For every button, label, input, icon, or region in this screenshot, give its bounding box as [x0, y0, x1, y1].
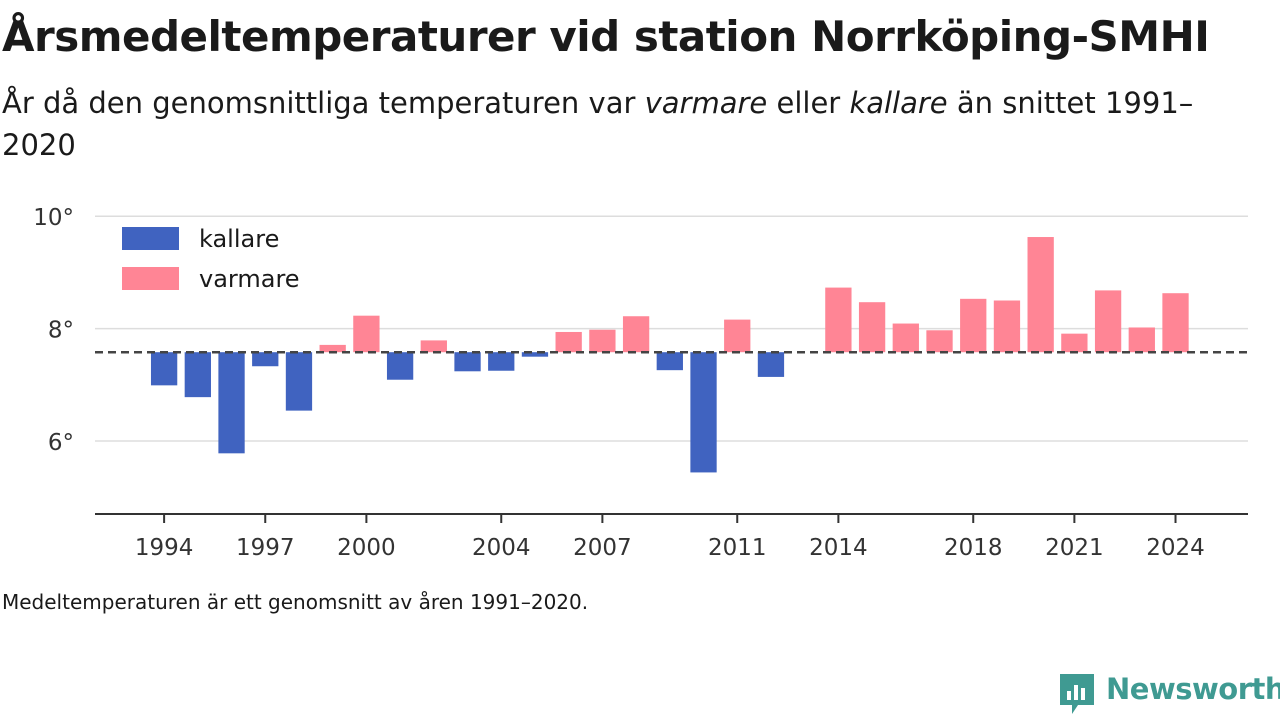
bar-2002	[420, 340, 447, 353]
legend-swatch-varmare	[122, 267, 179, 290]
y-tick-label: 6°	[48, 430, 74, 456]
bar-2008	[622, 316, 650, 353]
bar-1996	[218, 352, 245, 454]
newsworthy-brand-name: Newsworthy	[1106, 672, 1280, 706]
bar-2004	[488, 352, 515, 371]
x-tick-label: 1994	[135, 535, 194, 561]
bar-2024	[1162, 293, 1189, 353]
subtitle-text-2: eller	[767, 86, 850, 120]
x-tick-label: 2014	[809, 535, 868, 561]
x-tick-label: 2011	[708, 535, 767, 561]
bar-2003	[454, 352, 481, 372]
footnote: Medeltemperaturen är ett genomsnitt av å…	[2, 590, 589, 614]
chart-subtitle: År då den genomsnittliga temperaturen va…	[2, 82, 1232, 166]
bar-2018	[960, 298, 987, 353]
bar-2005	[521, 352, 549, 357]
subtitle-text-1: År då den genomsnittliga temperaturen va…	[2, 86, 645, 120]
bar-2012	[757, 352, 785, 377]
bar-1995	[184, 352, 211, 398]
x-tick-label: 1997	[236, 535, 295, 561]
y-tick-label: 10°	[33, 205, 74, 231]
legend-label-kallare: kallare	[199, 225, 279, 253]
newsworthy-brand: Newsworthy	[1058, 672, 1280, 716]
bar-2014	[825, 287, 852, 353]
bar-2001	[386, 352, 414, 380]
bar-2019	[993, 300, 1021, 353]
legend-label-varmare: varmare	[199, 265, 300, 293]
subtitle-cold-word: kallare	[849, 86, 948, 120]
bar-2016	[892, 323, 919, 353]
bar-2022	[1094, 290, 1122, 353]
bar-2006	[555, 331, 582, 353]
newsworthy-logo-icon	[1060, 674, 1094, 714]
x-tick-label: 2021	[1045, 535, 1104, 561]
bar-2020	[1027, 237, 1054, 353]
x-tick-label: 2007	[573, 535, 632, 561]
bar-2009	[656, 352, 683, 371]
subtitle-warm-word: varmare	[644, 86, 768, 120]
bar-2010	[690, 352, 717, 473]
bar-2021	[1061, 333, 1088, 353]
temperature-bar-chart: 6° 8° 10° 1994 1997 2000 2004 2007 2011 2014 2018 2…	[33, 205, 1248, 561]
bar-1994	[150, 352, 178, 386]
bar-1998	[285, 352, 313, 411]
bar-2000	[353, 315, 380, 353]
x-tick-label: 2000	[337, 535, 396, 561]
legend-swatch-kallare	[122, 227, 179, 250]
chart-title: Årsmedeltemperaturer vid station Norrköp…	[2, 12, 1210, 61]
bar-1999	[319, 344, 346, 353]
bar-2011	[724, 319, 751, 353]
x-tick-label: 2004	[472, 535, 531, 561]
x-tick-label: 2018	[944, 535, 1003, 561]
bar-2015	[858, 302, 886, 353]
bar-2017	[926, 330, 953, 353]
y-tick-label: 8°	[48, 318, 74, 344]
subtitle-text-3: än snittet 1991–2020	[2, 86, 1194, 162]
bar-2023	[1128, 327, 1155, 353]
bar-2007	[589, 329, 616, 353]
bar-1997	[252, 352, 279, 367]
x-tick-label: 2024	[1146, 535, 1205, 561]
